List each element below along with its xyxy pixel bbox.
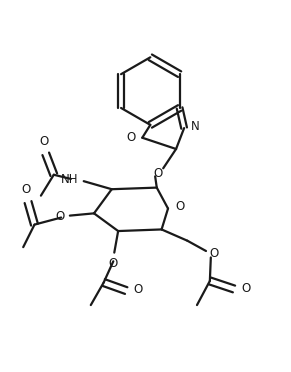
Text: O: O	[126, 131, 135, 144]
Text: O: O	[109, 257, 118, 270]
Text: O: O	[56, 210, 65, 223]
Text: O: O	[175, 201, 184, 214]
Text: O: O	[40, 135, 49, 148]
Text: N: N	[191, 120, 200, 133]
Text: O: O	[210, 247, 219, 260]
Text: O: O	[133, 283, 143, 296]
Text: O: O	[241, 282, 250, 295]
Text: NH: NH	[61, 173, 78, 186]
Text: O: O	[154, 167, 163, 180]
Text: O: O	[22, 183, 31, 196]
